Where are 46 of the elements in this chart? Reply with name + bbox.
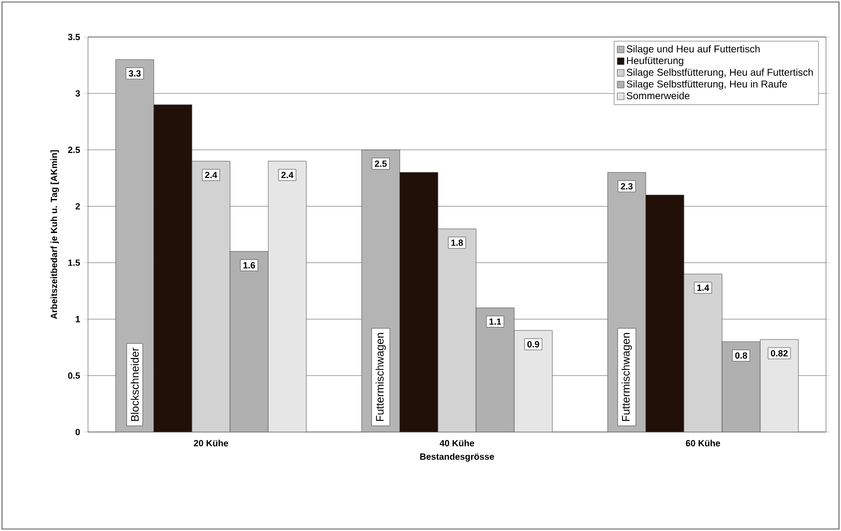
bar <box>722 342 760 432</box>
data-label: 1.4 <box>697 284 710 291</box>
data-label: 1.1 <box>489 318 502 325</box>
legend-label: Silage Selbstfütterung, Heu auf Futtertisch <box>626 68 813 78</box>
bar <box>268 161 306 432</box>
data-label: 0.8 <box>735 352 748 359</box>
y-tick-label: 1.5 <box>68 260 80 266</box>
data-label: 1.6 <box>243 262 256 268</box>
data-label: 2.4 <box>205 172 218 178</box>
y-tick-label: 2.5 <box>68 146 80 154</box>
data-label: 0.9 <box>527 341 540 348</box>
annotation: Futtermischwagen <box>376 333 386 421</box>
legend-label: Heufütterung <box>627 56 684 66</box>
annotation: Futtermischwagen <box>622 333 632 421</box>
bar <box>646 194 684 432</box>
data-label: 2.3 <box>620 183 633 190</box>
data-label: 0.82 <box>770 350 788 356</box>
y-tick-label: 2 <box>76 203 80 210</box>
y-tick-label: 3.5 <box>68 34 80 40</box>
bar <box>760 339 799 432</box>
y-tick-label: 1 <box>76 316 80 322</box>
bar <box>192 161 230 432</box>
x-tick-label: 20 Kühe <box>194 440 228 446</box>
data-label: 2.4 <box>281 172 294 178</box>
bar <box>438 228 476 432</box>
y-tick-label: 0 <box>76 428 80 436</box>
x-axis-title: Bestandesgrösse <box>420 453 494 462</box>
bar <box>476 308 514 432</box>
legend-label: Silage und Heu auf Futtertisch <box>626 45 760 54</box>
bar <box>230 251 268 432</box>
y-tick-label: 3 <box>75 90 80 97</box>
bar <box>400 172 438 432</box>
bar <box>154 104 192 432</box>
data-label: 3.3 <box>128 70 141 77</box>
bar <box>514 330 553 432</box>
y-tick-label: 0.5 <box>68 372 80 379</box>
annotation: Blockschneider <box>130 348 139 421</box>
x-tick-label: 40 Kühe <box>440 440 474 446</box>
legend-label: Silage Selbstfütterung, Heu in Raufe <box>626 80 787 90</box>
legend-label: Sommerweide <box>626 92 690 100</box>
bar <box>684 274 722 432</box>
data-label: 2.5 <box>374 160 387 167</box>
data-label: 1.8 <box>451 240 463 246</box>
x-tick-label: 60 Kühe <box>686 440 720 446</box>
bar <box>116 60 154 432</box>
y-axis-title: Arbeitszeitbedarf je Kuh u. Tag [AKmin] <box>50 150 59 320</box>
